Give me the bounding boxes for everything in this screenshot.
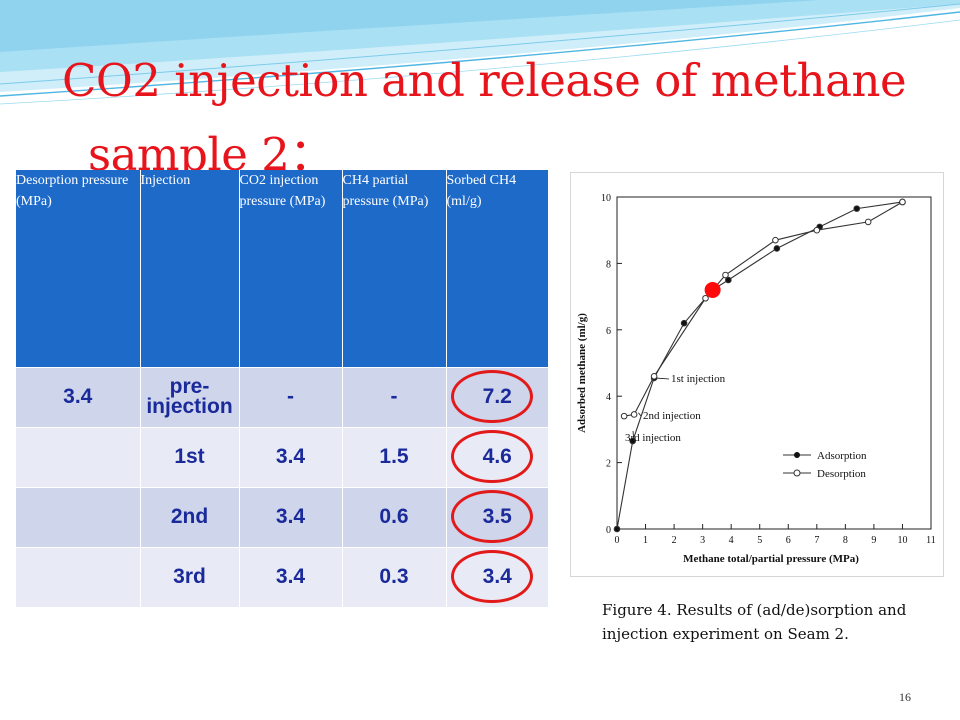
- injection-results-table: Desorption pressure (MPa) Injection CO2 …: [16, 170, 548, 607]
- x-tick-label: 1: [643, 535, 648, 546]
- cell-co2: -: [239, 366, 343, 427]
- cell-sorbed: 4.6: [446, 426, 548, 487]
- series-line-desorption: [624, 201, 903, 417]
- cell-injection: pre-injection: [140, 366, 240, 427]
- table-row: 3.4 pre-injection - - 7.2: [16, 366, 548, 427]
- x-axis-label: Methane total/partial pressure (MPa): [683, 553, 859, 565]
- cell-injection: 1st: [140, 426, 240, 487]
- data-point-desorption: [702, 294, 709, 302]
- cell-desorption: [16, 486, 141, 547]
- cell-injection: 3rd: [140, 546, 240, 607]
- cell-co2: 3.4: [239, 546, 343, 607]
- cell-sorbed: 3.5: [446, 486, 548, 547]
- legend-adsorption: Adsorption: [817, 450, 867, 462]
- header-sorbed-ch4: Sorbed CH4 (ml/g): [446, 170, 548, 367]
- data-point-adsorption: [680, 319, 688, 327]
- cell-co2: 3.4: [239, 486, 343, 547]
- y-tick-label: 0: [606, 525, 611, 536]
- x-tick-label: 8: [843, 535, 848, 546]
- cell-ch4: 0.6: [342, 486, 447, 547]
- cell-desorption: 3.4: [16, 366, 141, 427]
- annotation-1st-injection: 1st injection: [671, 373, 726, 385]
- data-point-desorption: [813, 226, 821, 234]
- annotation-arrow: [632, 430, 634, 438]
- data-point-desorption: [722, 271, 729, 279]
- x-tick-label: 5: [757, 535, 762, 546]
- cell-injection: 2nd: [140, 486, 240, 547]
- data-point-desorption: [864, 218, 872, 226]
- y-axis-label: Adsorbed methane (ml/g): [576, 313, 588, 433]
- table-row: 1st 3.4 1.5 4.6: [16, 426, 548, 487]
- series-line-adsorption: [616, 201, 903, 530]
- cell-sorbed-value: 3.4: [482, 565, 512, 588]
- y-tick-label: 4: [606, 392, 611, 403]
- y-tick-label: 10: [601, 193, 611, 204]
- annotation-arrow: [638, 412, 642, 417]
- x-tick-label: 4: [729, 535, 734, 546]
- x-tick-label: 9: [871, 535, 876, 546]
- data-point-desorption: [620, 412, 628, 420]
- annotation-2nd-injection: 2nd injection: [643, 410, 701, 422]
- data-point-adsorption: [629, 437, 637, 445]
- highlight-point-marker: [704, 281, 721, 298]
- cell-co2: 3.4: [239, 426, 343, 487]
- table-header-row: Desorption pressure (MPa) Injection CO2 …: [16, 170, 548, 367]
- x-tick-label: 10: [897, 535, 907, 546]
- data-point-adsorption: [613, 525, 621, 533]
- header-co2-pressure: CO2 injection pressure (MPa): [239, 170, 343, 367]
- table-row: 3rd 3.4 0.3 3.4: [16, 546, 548, 607]
- data-point-desorption: [772, 236, 779, 244]
- data-point-adsorption: [725, 276, 732, 284]
- header-desorption-pressure: Desorption pressure (MPa): [16, 170, 141, 367]
- x-tick-label: 6: [786, 535, 791, 546]
- cell-sorbed: 3.4: [446, 546, 548, 607]
- legend-desorption: Desorption: [817, 468, 866, 480]
- table-row: 2nd 3.4 0.6 3.5: [16, 486, 548, 547]
- cell-ch4: 1.5: [342, 426, 447, 487]
- data-point-desorption: [899, 198, 906, 206]
- annotation-3rd-injection: 3rd injection: [625, 432, 681, 444]
- plot-frame: [616, 196, 932, 530]
- cell-desorption: [16, 426, 141, 487]
- header-swoosh-decoration: [0, 0, 960, 105]
- cell-desorption: [16, 546, 141, 607]
- cell-sorbed: 7.2: [446, 366, 548, 427]
- cell-sorbed-value: 3.5: [482, 505, 512, 528]
- x-tick-label: 11: [926, 535, 936, 546]
- figure-box: 0 1 2 3 4 5 6 7 8 9 10 11 0 2 4 6 8 10 Adsorbed methane (…: [570, 172, 944, 577]
- x-tick-label: 0: [615, 535, 620, 546]
- data-point-adsorption: [853, 205, 861, 212]
- data-point-desorption: [630, 411, 638, 418]
- x-tick-label: 7: [814, 535, 819, 546]
- data-point-adsorption: [773, 245, 781, 252]
- cell-sorbed-value: 4.6: [482, 445, 512, 468]
- x-tick-label: 2: [672, 535, 677, 546]
- y-tick-label: 8: [606, 259, 611, 270]
- y-tick-label: 6: [606, 326, 611, 337]
- cell-sorbed-value: 7.2: [482, 385, 512, 408]
- header-ch4-partial-pressure: CH4 partial pressure (MPa): [342, 170, 447, 367]
- y-tick-label: 2: [606, 459, 611, 470]
- chart-legend: Adsorption Desorption: [783, 450, 867, 480]
- page-number: 16: [899, 690, 911, 704]
- x-tick-label: 3: [700, 535, 705, 546]
- figure-caption: Figure 4. Results of (ad/de)sorption and…: [602, 601, 907, 643]
- slide-title-line1: CO2 injection and release of methane: [62, 54, 907, 107]
- data-point-desorption: [650, 372, 658, 380]
- sorption-chart: 0 1 2 3 4 5 6 7 8 9 10 11 0 2 4 6 8 10 Adsorbed methane (…: [576, 193, 936, 565]
- cell-ch4: -: [342, 366, 447, 427]
- cell-ch4: 0.3: [342, 546, 447, 607]
- header-injection: Injection: [140, 170, 240, 367]
